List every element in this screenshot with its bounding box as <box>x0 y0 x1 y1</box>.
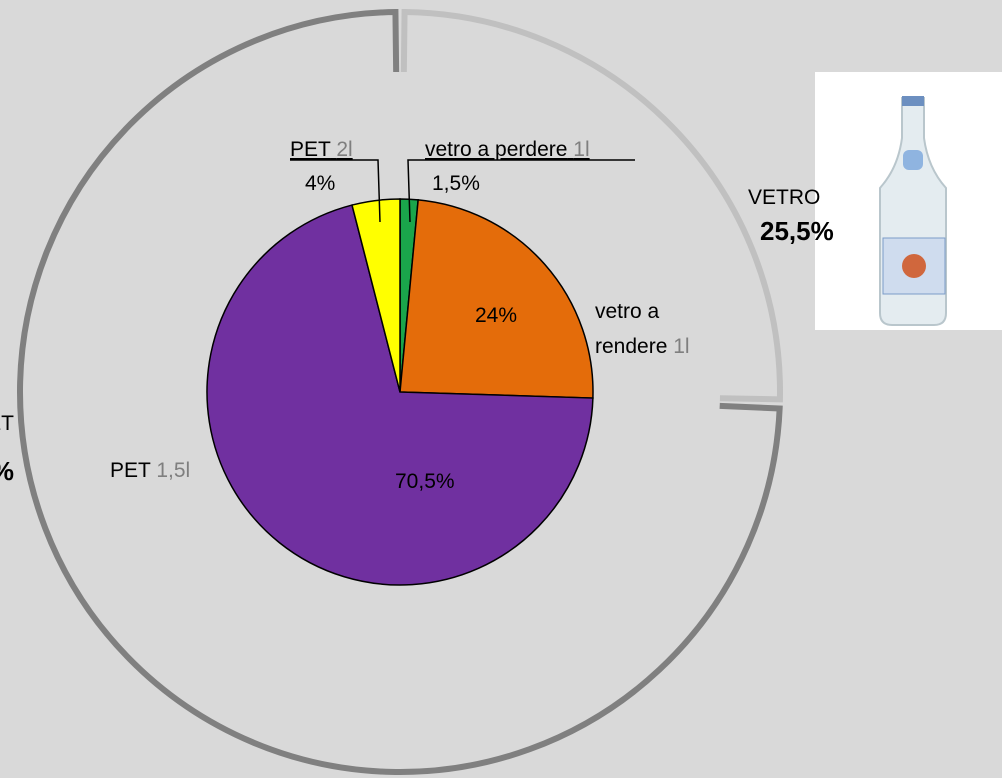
group-name: PET <box>0 412 14 435</box>
pie-slice <box>399 199 594 399</box>
pie-slice <box>206 204 594 586</box>
slice-size: 1l <box>673 335 689 358</box>
slice-label: PET 2l <box>290 138 353 161</box>
slice-name: rendere <box>595 335 673 358</box>
group-name: VETRO <box>748 186 820 209</box>
group-value-label: 25,5% <box>760 216 834 246</box>
group-arc <box>400 8 783 403</box>
group-value-label: 74,5% <box>0 456 14 486</box>
pie-slice <box>351 198 401 393</box>
slice-name: PET <box>110 459 151 482</box>
slice-name: PET <box>290 138 331 161</box>
slice-label: vetro a perdere 1l <box>425 138 590 161</box>
slice-value-label: 4% <box>305 172 335 195</box>
leader-line <box>407 159 635 223</box>
slice-label: vetro a rendere 1l <box>595 300 690 358</box>
leader-line <box>290 159 381 223</box>
slice-name: vetro a <box>595 300 660 323</box>
slice-size: 1,5l <box>156 459 190 482</box>
slice-size: 1l <box>573 138 589 161</box>
slice-value-label: 1,5% <box>432 172 480 195</box>
slice-value-label: 70,5% <box>395 470 455 493</box>
slice-size: 2l <box>336 138 352 161</box>
bottle-photo <box>815 72 1002 330</box>
slice-value-label: 24% <box>475 304 517 327</box>
slice-label: PET 1,5l <box>110 459 190 482</box>
slice-name: vetro a perdere <box>425 138 567 161</box>
group-arc <box>17 8 783 775</box>
